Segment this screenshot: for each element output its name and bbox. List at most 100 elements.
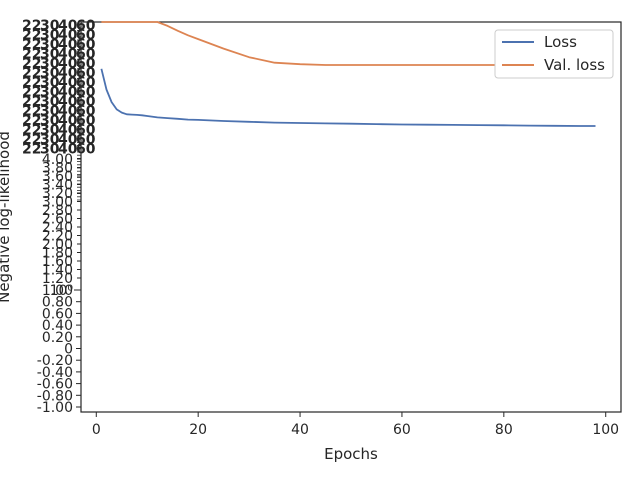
- y-tick-label-overlap: 30: [40, 104, 60, 120]
- y-tick-label-overlap: 30: [40, 113, 60, 129]
- y-tick-label-overlap: 30: [40, 56, 60, 72]
- y-tick-label: 0.60: [42, 306, 73, 322]
- y-tick-label: 0.80: [42, 295, 73, 311]
- y-tick-label-minor: 1.60: [42, 254, 73, 270]
- y-tick-label-overlap: 60: [76, 28, 96, 44]
- y-tick-label-overlap: 40: [58, 142, 78, 158]
- y-tick-label-overlap: 22: [22, 47, 41, 63]
- y-tick-label-overlap: 22: [22, 142, 41, 158]
- y-tick-label-minor: 3.80: [42, 161, 73, 177]
- series-line-loss: [100, 68, 596, 127]
- y-tick-label-overlap: 22: [22, 18, 41, 34]
- y-tick-label-minor: 1.20: [42, 271, 73, 287]
- x-tick-label: 20: [189, 422, 207, 438]
- y-tick-label: -0.20: [37, 353, 73, 369]
- y-tick-label-minor: 2.60: [42, 212, 73, 228]
- y-tick-label-overlap: 22: [22, 132, 41, 148]
- y-tick-label-minor: 1.80: [42, 246, 73, 262]
- y-tick-label-overlap: 22: [22, 75, 41, 91]
- legend: Loss Val. loss: [494, 29, 614, 79]
- y-axis-ticks: 1.000.800.600.400.200-0.20-0.40-0.60-0.8…: [22, 18, 96, 416]
- x-tick-label: 60: [393, 422, 411, 438]
- y-tick-label-overlap: 40: [58, 75, 78, 91]
- x-axis-ticks: 0 20 40 60 80 100: [92, 412, 619, 438]
- y-tick-label-overlap: 60: [76, 18, 96, 34]
- y-tick-label-overlap: 60: [76, 123, 96, 139]
- y-tick-label-decade: 10⁰: [50, 283, 74, 299]
- y-tick-label-overlap: 30: [40, 123, 60, 139]
- y-tick-label-overlap: 22: [22, 94, 41, 110]
- x-tick-label: 0: [92, 422, 101, 438]
- y-tick-label-overlap: 40: [58, 37, 78, 53]
- y-tick-label-overlap: 30: [40, 66, 60, 82]
- y-tick-label-overlap: 60: [76, 47, 96, 63]
- series-line-val-loss: [101, 21, 596, 66]
- y-tick-label: 0.40: [42, 318, 73, 334]
- y-tick-label-overlap: 60: [76, 104, 96, 120]
- y-tick-label-minor: 2.80: [42, 203, 73, 219]
- legend-label-val-loss: Val. loss: [544, 56, 605, 74]
- y-tick-label-overlap: 40: [58, 85, 78, 101]
- plot-area: [80, 21, 622, 413]
- y-tick-label-smear: 2230406022304060223040602230406022304060…: [22, 18, 96, 158]
- y-tick-label-overlap: 60: [76, 56, 96, 72]
- y-tick-label-overlap: 60: [76, 85, 96, 101]
- y-tick-label: -1.00: [37, 400, 73, 416]
- y-tick-label-overlap: 60: [76, 132, 96, 148]
- y-tick-label: -0.40: [37, 365, 73, 381]
- y-tick-label-overlap: 30: [40, 132, 60, 148]
- y-tick-label-overlap: 40: [58, 132, 78, 148]
- y-tick-label-overlap: 22: [22, 28, 41, 44]
- y-tick-label-overlap: 22: [22, 113, 41, 129]
- y-tick-label-overlap: 30: [40, 47, 60, 63]
- y-tick-label-overlap: 60: [76, 37, 96, 53]
- y-tick-label-overlap: 30: [40, 75, 60, 91]
- y-tick-label-overlap: 40: [58, 123, 78, 139]
- y-tick-label-overlap: 30: [40, 142, 60, 158]
- y-tick-label-overlap: 22: [22, 104, 41, 120]
- y-tick-label-overlap: 60: [76, 142, 96, 158]
- y-tick-label-overlap: 30: [40, 37, 60, 53]
- y-tick-label-overlap: 30: [40, 85, 60, 101]
- y-tick-label: 0: [64, 342, 73, 358]
- y-tick-label-overlap: 30: [40, 94, 60, 110]
- x-tick-label: 40: [291, 422, 309, 438]
- y-tick-label-overlap: 40: [58, 94, 78, 110]
- x-tick-label: 100: [592, 422, 619, 438]
- y-tick-label-overlap: 30: [40, 28, 60, 44]
- y-tick-label-minor: 2.20: [42, 229, 73, 245]
- y-tick-label-minor: 3.60: [42, 169, 73, 185]
- y-tick-label-minor: 3.20: [42, 186, 73, 202]
- y-tick-label-overlap: 22: [22, 56, 41, 72]
- y-tick-label-minor: 1.40: [42, 263, 73, 279]
- y-tick-label-overlap: 60: [76, 66, 96, 82]
- y-tick-label-minor: 3.40: [42, 178, 73, 194]
- y-tick-label-overlap: 40: [58, 56, 78, 72]
- y-tick-label: 1.00: [42, 283, 73, 299]
- y-tick-label: -0.60: [37, 377, 73, 393]
- y-tick-label-overlap: 60: [76, 113, 96, 129]
- y-tick-label-overlap: 40: [58, 47, 78, 63]
- plot-frame: [80, 21, 622, 413]
- series-layer: [100, 21, 596, 127]
- y-tick-label-overlap: 22: [22, 85, 41, 101]
- y-tick-label-overlap: 40: [58, 28, 78, 44]
- y-tick-label-overlap: 40: [58, 18, 78, 34]
- y-tick-label-overlap: 60: [76, 75, 96, 91]
- y-tick-label-overlap: 30: [40, 18, 60, 34]
- y-tick-label-minor: 3.00: [42, 195, 73, 211]
- y-axis-label: Negative log-likelihood: [0, 131, 13, 303]
- y-tick-label-overlap: 22: [22, 123, 41, 139]
- x-axis-label: Epochs: [324, 445, 378, 463]
- x-tick-label: 80: [495, 422, 513, 438]
- y-tick-label-overlap: 60: [76, 94, 96, 110]
- y-tick-label-overlap: 40: [58, 66, 78, 82]
- y-tick-label-minor: 2.40: [42, 220, 73, 236]
- y-tick-label: 0.20: [42, 330, 73, 346]
- y-tick-label-minor: 2.00: [42, 237, 73, 253]
- y-tick-label: -0.80: [37, 388, 73, 404]
- y-tick-label-overlap: 22: [22, 66, 41, 82]
- y-tick-label-overlap: 22: [22, 37, 41, 53]
- y-tick-label-overlap: 40: [58, 113, 78, 129]
